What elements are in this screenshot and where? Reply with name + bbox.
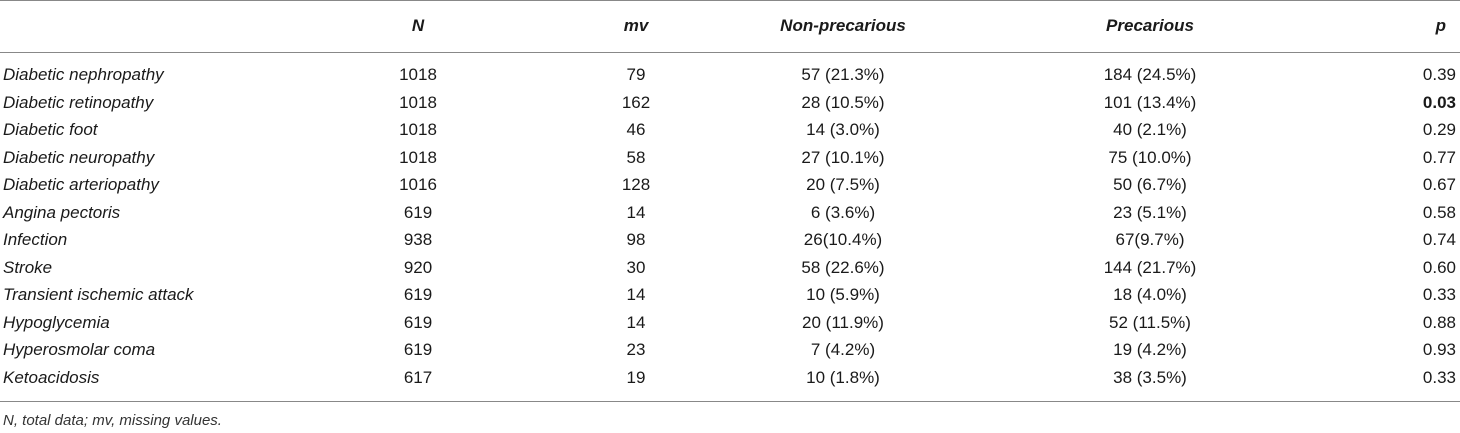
cell-p: 0.77	[1422, 147, 1456, 167]
table-row: Transient ischemic attack 619 14 10 (5.9%) 1…	[0, 281, 1460, 309]
header-non-precarious: Non-precarious	[686, 0, 1000, 53]
cell-p: 0.93	[1422, 340, 1456, 360]
cell-p: 0.03	[1422, 92, 1456, 112]
header-p: p	[1300, 0, 1460, 53]
row-label: Diabetic foot	[3, 120, 98, 140]
cell-n: 619	[403, 202, 433, 222]
table-row: Infection 938 98 26(10.4%) 67(9.7%) 0.74	[0, 226, 1460, 254]
cell-precarious: 75 (10.0%)	[1108, 147, 1192, 167]
cell-p: 0.33	[1300, 363, 1460, 402]
cell-mv: 14	[626, 285, 646, 305]
cell-mv: 79	[626, 65, 646, 85]
row-label: Hyperosmolar coma	[3, 340, 156, 360]
row-label: Stroke	[3, 257, 53, 277]
cell-n: 938	[403, 230, 433, 250]
row-label: Hypoglycemia	[3, 312, 110, 332]
cell-mv: 46	[626, 120, 646, 140]
cell-non-precarious: 7 (4.2%)	[810, 340, 876, 360]
cell-precarious: 184 (24.5%)	[1103, 65, 1197, 85]
cell-precarious: 38 (3.5%)	[1000, 363, 1300, 402]
cell-non-precarious: 14 (3.0%)	[806, 120, 880, 140]
header-mv: mv	[586, 0, 686, 53]
cell-p: 0.74	[1422, 230, 1456, 250]
cell-non-precarious: 28 (10.5%)	[801, 92, 885, 112]
cell-non-precarious: 20 (7.5%)	[806, 175, 880, 195]
cell-n: 1018	[399, 147, 437, 167]
cell-precarious: 23 (5.1%)	[1113, 202, 1187, 222]
cell-precarious: 19 (4.2%)	[1113, 340, 1187, 360]
cell-precarious: 52 (11.5%)	[1109, 312, 1191, 332]
cell-mv: 128	[621, 175, 651, 195]
cell-precarious: 50 (6.7%)	[1113, 175, 1187, 195]
row-label: Infection	[3, 230, 68, 250]
row-label: Diabetic neuropathy	[3, 147, 155, 167]
cell-precarious: 40 (2.1%)	[1113, 120, 1187, 140]
cell-p: 0.58	[1422, 202, 1456, 222]
table-row: Diabetic arteriopathy 1016 128 20 (7.5%) 50 …	[0, 171, 1460, 199]
cell-n: 617	[250, 363, 586, 402]
cell-mv: 30	[626, 257, 646, 277]
cell-non-precarious: 27 (10.1%)	[801, 147, 885, 167]
cell-p: 0.29	[1422, 120, 1456, 140]
cell-p: 0.67	[1422, 175, 1456, 195]
cell-non-precarious: 10 (1.8%)	[686, 363, 1000, 402]
cell-non-precarious: 26(10.4%)	[803, 230, 883, 250]
row-label: Transient ischemic attack	[3, 285, 194, 305]
row-label: Angina pectoris	[3, 202, 121, 222]
cell-n: 1018	[399, 65, 437, 85]
row-label: Diabetic nephropathy	[3, 65, 164, 85]
table-row: Hypoglycemia 619 14 20 (11.9%) 52 (11.5%) 0.8…	[0, 309, 1460, 337]
table-row: Diabetic neuropathy 1018 58 27 (10.1%) 75 (1…	[0, 144, 1460, 172]
table-row: Ketoacidosis 617 19 10 (1.8%) 38 (3.5%) 0.33	[0, 363, 1460, 402]
cell-mv: 162	[621, 92, 651, 112]
cell-p: 0.60	[1422, 257, 1456, 277]
table-row: Angina pectoris 619 14 6 (3.6%) 23 (5.1%) 0.5…	[0, 199, 1460, 227]
complications-table: N mv Non-precarious Precarious p Diabeti…	[0, 0, 1460, 402]
cell-mv: 14	[626, 312, 646, 332]
cell-n: 619	[403, 340, 433, 360]
cell-p: 0.39	[1422, 65, 1456, 85]
cell-n: 1018	[399, 92, 437, 112]
cell-precarious: 18 (4.0%)	[1113, 285, 1187, 305]
cell-non-precarious: 57 (21.3%)	[801, 65, 885, 85]
table-row: Diabetic retinopathy 1018 162 28 (10.5%) 101…	[0, 89, 1460, 117]
header-row: N mv Non-precarious Precarious p	[0, 0, 1460, 53]
header-precarious: Precarious	[1000, 0, 1300, 53]
cell-precarious: 67(9.7%)	[1115, 230, 1185, 250]
table-body: Diabetic nephropathy 1018 79 57 (21.3%) 184 …	[0, 53, 1460, 402]
table-row: Diabetic nephropathy 1018 79 57 (21.3%) 184 …	[0, 53, 1460, 89]
cell-non-precarious: 6 (3.6%)	[810, 202, 876, 222]
cell-non-precarious: 10 (5.9%)	[806, 285, 880, 305]
table-row: Diabetic foot 1018 46 14 (3.0%) 40 (2.1%) 0.2…	[0, 116, 1460, 144]
cell-p: 0.88	[1422, 312, 1456, 332]
row-label: Diabetic arteriopathy	[3, 175, 159, 195]
cell-non-precarious: 58 (22.6%)	[801, 257, 885, 277]
cell-mv: 19	[586, 363, 686, 402]
cell-mv: 23	[626, 340, 646, 360]
header-n: N	[250, 0, 586, 53]
cell-mv: 98	[626, 230, 646, 250]
table-footnote: N, total data; mv, missing values.	[3, 412, 222, 429]
cell-n: 1016	[399, 175, 437, 195]
cell-n: 1018	[399, 120, 437, 140]
cell-precarious: 101 (13.4%)	[1103, 92, 1197, 112]
table-row: Stroke 920 30 58 (22.6%) 144 (21.7%) 0.60	[0, 254, 1460, 282]
row-label: Ketoacidosis	[0, 363, 250, 402]
cell-p: 0.33	[1422, 285, 1456, 305]
cell-non-precarious: 20 (11.9%)	[802, 312, 884, 332]
cell-n: 920	[403, 257, 433, 277]
cell-mv: 58	[626, 147, 646, 167]
row-label: Diabetic retinopathy	[3, 92, 154, 112]
cell-n: 619	[403, 312, 433, 332]
cell-precarious: 144 (21.7%)	[1103, 257, 1197, 277]
header-label	[0, 0, 250, 53]
cell-mv: 14	[626, 202, 646, 222]
cell-n: 619	[403, 285, 433, 305]
table-row: Hyperosmolar coma 619 23 7 (4.2%) 19 (4.2%) 0…	[0, 336, 1460, 364]
